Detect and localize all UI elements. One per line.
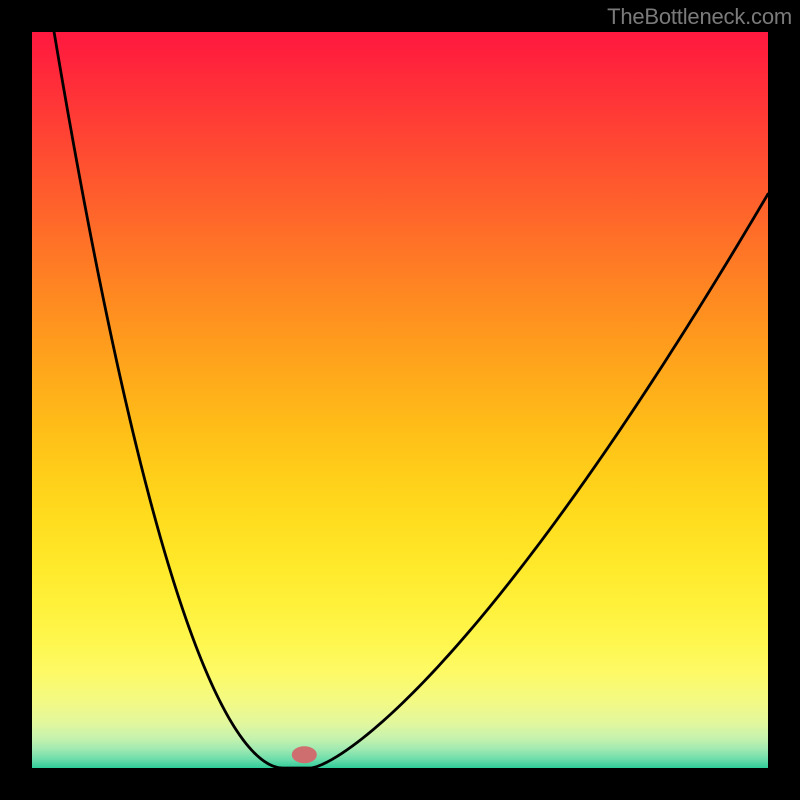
bottleneck-chart [0, 0, 800, 800]
chart-container: TheBottleneck.com [0, 0, 800, 800]
trough-marker [292, 747, 316, 763]
attribution-label: TheBottleneck.com [607, 0, 800, 30]
plot-background [32, 32, 768, 768]
